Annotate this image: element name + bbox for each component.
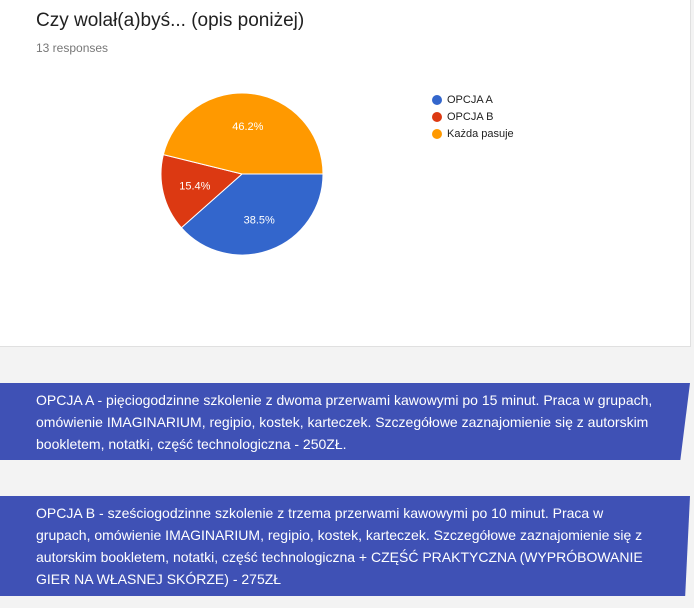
option-a-description: OPCJA A - pięciogodzinne szkolenie z dwo… [0,383,690,460]
option-a-text: OPCJA A - pięciogodzinne szkolenie z dwo… [36,391,653,452]
option-b-text: OPCJA B - sześciogodzinne szkolenie z tr… [36,505,643,587]
response-count: 13 responses [36,41,109,55]
legend-item[interactable]: OPCJA B [432,108,514,125]
legend-swatch-icon [432,111,442,122]
pie-slice-ka-da-pasuje[interactable] [162,92,324,175]
question-card: Czy wolał(a)byś... (opis poniżej) 13 res… [0,0,691,347]
question-title: Czy wolał(a)byś... (opis poniżej) [36,10,305,31]
pie-chart: 38.5% 15.4% 46.2% [160,92,324,256]
legend-swatch-icon [432,94,442,105]
chart-legend: OPCJA A OPCJA B Każda pasuje [432,91,514,142]
pie-slice-opcja-b[interactable] [160,154,244,229]
pie-slice-label: 46.2% [232,121,263,133]
pie-slice-opcja-a[interactable] [180,173,324,256]
option-b-description: OPCJA B - sześciogodzinne szkolenie z tr… [0,496,690,596]
pie-slice-label: 15.4% [179,181,210,193]
legend-item[interactable]: Każda pasuje [432,125,514,142]
pie-slice-label: 38.5% [244,214,275,226]
legend-label: Każda pasuje [447,127,514,140]
legend-label: OPCJA B [447,110,494,123]
legend-swatch-icon [432,128,442,139]
legend-label: OPCJA A [447,93,493,106]
legend-item[interactable]: OPCJA A [432,91,514,108]
